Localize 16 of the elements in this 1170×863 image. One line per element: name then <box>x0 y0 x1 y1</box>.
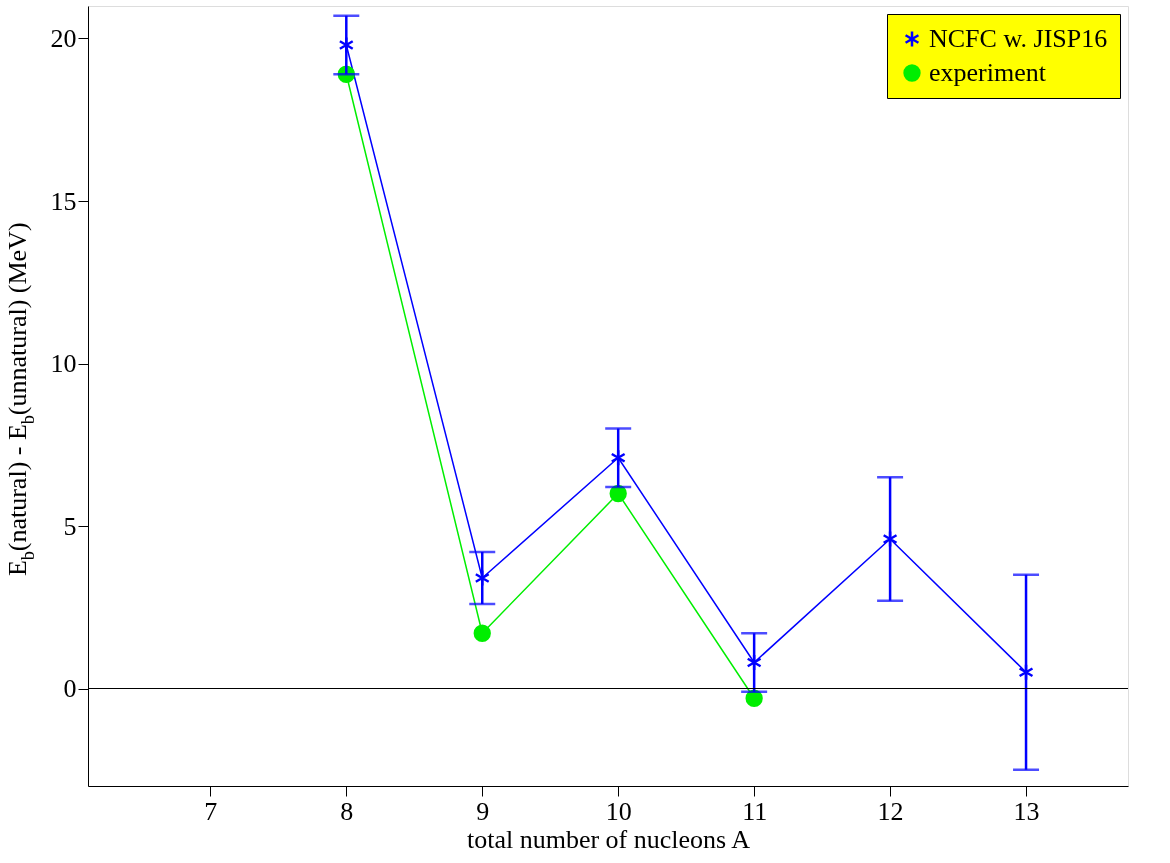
x-tick-label: 11 <box>742 796 768 826</box>
y-tick-label: 20 <box>50 24 77 53</box>
x-tick-label: 8 <box>340 796 354 826</box>
y-tick-label: 10 <box>50 349 77 378</box>
legend-label: experiment <box>929 58 1047 87</box>
legend-label: NCFC w. JISP16 <box>929 24 1108 53</box>
x-tick-label: 7 <box>204 796 218 826</box>
y-tick-label: 15 <box>50 186 77 216</box>
x-tick-label: 13 <box>1013 796 1040 826</box>
y-tick-label: 5 <box>63 511 77 541</box>
x-tick-label: 9 <box>476 796 490 826</box>
x-axis-title: total number of nucleons A <box>466 824 751 854</box>
x-tick-label: 10 <box>605 796 632 826</box>
y-axis-title: Eb(natural) - Eb(unnatural) (MeV) <box>3 222 38 577</box>
x-tick-label: 12 <box>877 796 904 826</box>
y-tick-label: 0 <box>63 674 77 703</box>
